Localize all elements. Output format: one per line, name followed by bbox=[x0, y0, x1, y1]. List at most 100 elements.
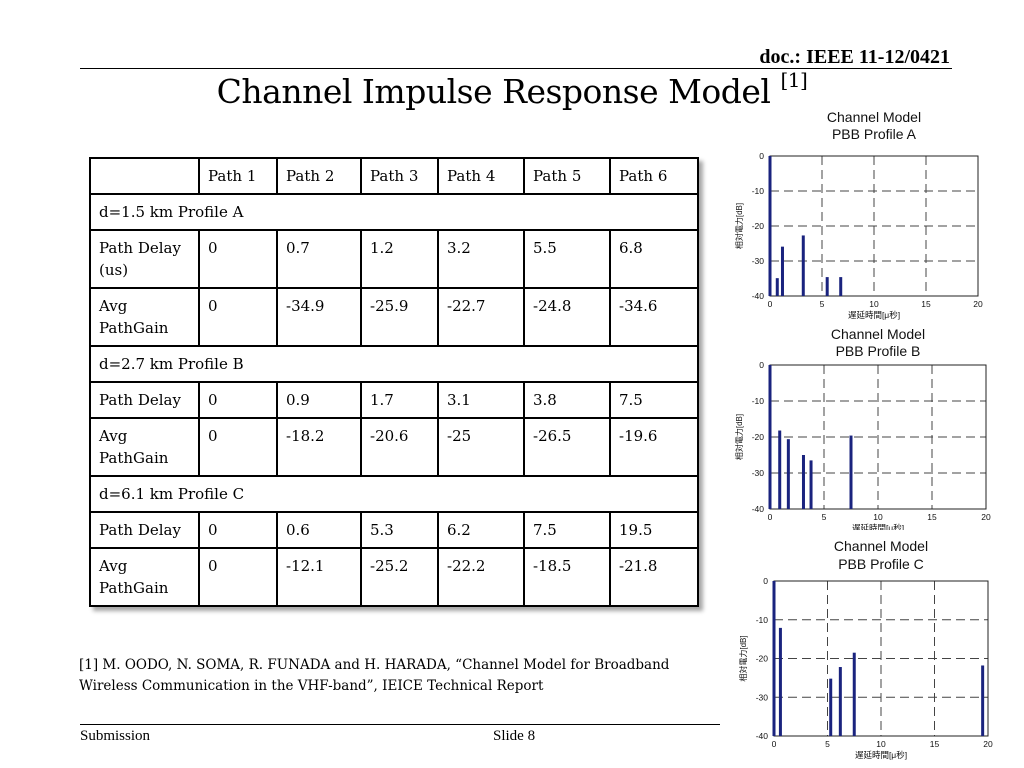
table-cell: 5.3 bbox=[360, 511, 439, 549]
y-tick-label: -30 bbox=[756, 692, 769, 702]
y-tick-label: -20 bbox=[756, 654, 769, 664]
impulse-stem bbox=[852, 652, 856, 736]
x-tick-label: 5 bbox=[822, 512, 827, 522]
chart-title-line: Channel Model bbox=[827, 109, 921, 125]
row-label: Avg PathGain bbox=[89, 417, 200, 477]
impulse-stem bbox=[768, 365, 772, 509]
table-cell: 0 bbox=[198, 287, 278, 347]
impulse-stem bbox=[780, 246, 784, 296]
footer-submission: Submission bbox=[80, 728, 151, 744]
x-tick-label: 5 bbox=[825, 739, 830, 749]
table-cell: -18.2 bbox=[276, 417, 362, 477]
impulse-stem bbox=[809, 460, 813, 509]
table-row: Avg PathGain 0 -12.1 -25.2 -22.2 -18.5 -… bbox=[89, 547, 699, 607]
impulse-stem bbox=[778, 627, 782, 736]
x-tick-label: 10 bbox=[876, 739, 886, 749]
footer-rule bbox=[80, 724, 720, 725]
y-tick-label: -10 bbox=[752, 396, 765, 406]
table-row: Avg PathGain 0 -18.2 -20.6 -25 -26.5 -19… bbox=[89, 417, 699, 477]
impulse-stem bbox=[778, 430, 782, 509]
impulse-chart-profile-c: Channel Model PBB Profile C 0 -10 -20 -30 -40 0… bbox=[728, 536, 1000, 768]
table-cell: 0.9 bbox=[276, 381, 362, 419]
table-section-row: d=6.1 km Profile C bbox=[89, 475, 699, 513]
y-tick-label: -40 bbox=[752, 291, 765, 301]
y-tick-label: -10 bbox=[756, 615, 769, 625]
table-cell: 19.5 bbox=[609, 511, 699, 549]
table-cell: -24.8 bbox=[523, 287, 611, 347]
impulse-stem bbox=[981, 665, 985, 736]
table-cell: -22.2 bbox=[437, 547, 525, 607]
x-tick-label: 0 bbox=[768, 512, 773, 522]
table-cell: 5.5 bbox=[523, 229, 611, 289]
y-tick-label: -10 bbox=[752, 186, 765, 196]
table-cell: -18.5 bbox=[523, 547, 611, 607]
table-cell: 1.7 bbox=[360, 381, 439, 419]
table-cell: -20.6 bbox=[360, 417, 439, 477]
slide-title-text: Channel Impulse Response Model bbox=[216, 72, 771, 111]
table-header-cell bbox=[89, 157, 200, 195]
table-cell: -26.5 bbox=[523, 417, 611, 477]
table-header-cell: Path 1 bbox=[198, 157, 278, 195]
table-cell: -34.6 bbox=[609, 287, 699, 347]
x-tick-label: 10 bbox=[869, 299, 879, 309]
table-row: Avg PathGain 0 -34.9 -25.9 -22.7 -24.8 -… bbox=[89, 287, 699, 347]
impulse-stem bbox=[829, 678, 833, 736]
table-cell: 6.2 bbox=[437, 511, 525, 549]
table-cell: 0 bbox=[198, 417, 278, 477]
table-cell: 7.5 bbox=[523, 511, 611, 549]
x-tick-label: 15 bbox=[921, 299, 931, 309]
table-cell: -22.7 bbox=[437, 287, 525, 347]
y-axis-label: 相対電力[dB] bbox=[734, 414, 744, 460]
table-section-row: d=2.7 km Profile B bbox=[89, 345, 699, 383]
table-cell: 3.1 bbox=[437, 381, 525, 419]
table-cell: -12.1 bbox=[276, 547, 362, 607]
row-label: Avg PathGain bbox=[89, 547, 200, 607]
impulse-stem bbox=[838, 667, 842, 736]
x-axis-label: 遅延時間[μ秒] bbox=[855, 750, 907, 760]
x-tick-label: 5 bbox=[820, 299, 825, 309]
chart-title-line: PBB Profile B bbox=[836, 343, 921, 359]
table-row: Path Delay 0 0.6 5.3 6.2 7.5 19.5 bbox=[89, 511, 699, 549]
table-section-row: d=1.5 km Profile A bbox=[89, 193, 699, 231]
table-cell: -19.6 bbox=[609, 417, 699, 477]
impulse-stem bbox=[801, 455, 805, 509]
table-cell: 1.2 bbox=[360, 229, 439, 289]
table-cell: 6.8 bbox=[609, 229, 699, 289]
impulse-chart-profile-b: Channel Model PBB Profile B 0 -10 -20 -30 -40 0… bbox=[728, 323, 998, 530]
x-tick-label: 20 bbox=[983, 739, 993, 749]
impulse-stem bbox=[825, 277, 829, 296]
y-tick-label: -40 bbox=[756, 731, 769, 741]
x-tick-label: 20 bbox=[973, 299, 983, 309]
x-axis-label: 遅延時間[μ秒] bbox=[852, 523, 904, 530]
table-row: Path Delay (us) 0 0.7 1.2 3.2 5.5 6.8 bbox=[89, 229, 699, 289]
table-header-cell: Path 2 bbox=[276, 157, 362, 195]
table-cell: -25 bbox=[437, 417, 525, 477]
chart-title-line: PBB Profile A bbox=[832, 126, 917, 142]
impulse-chart-profile-a: Channel Model PBB Profile A 0 -10 -20 -30 -40 0… bbox=[728, 108, 990, 320]
y-tick-label: 0 bbox=[763, 576, 768, 586]
reference-footnote: [1] M. OODO, N. SOMA, R. FUNADA and H. H… bbox=[79, 657, 670, 694]
section-label: d=2.7 km Profile B bbox=[89, 345, 699, 383]
x-tick-label: 15 bbox=[930, 739, 940, 749]
doc-id: doc.: IEEE 11-12/0421 bbox=[759, 46, 950, 68]
y-axis-label: 相対電力[dB] bbox=[734, 203, 744, 249]
table-cell: 0 bbox=[198, 511, 278, 549]
slide-title: Channel Impulse Response Model [1] bbox=[0, 68, 1024, 111]
table-cell: 0 bbox=[198, 547, 278, 607]
y-tick-label: -30 bbox=[752, 468, 765, 478]
row-label: Path Delay bbox=[89, 511, 200, 549]
y-tick-label: -30 bbox=[752, 256, 765, 266]
x-tick-label: 0 bbox=[768, 299, 773, 309]
x-tick-label: 15 bbox=[927, 512, 937, 522]
x-tick-label: 20 bbox=[981, 512, 991, 522]
table-header-cell: Path 4 bbox=[437, 157, 525, 195]
row-label: Path Delay bbox=[89, 381, 200, 419]
impulse-stem bbox=[786, 439, 790, 509]
table-cell: -25.9 bbox=[360, 287, 439, 347]
table-cell: 0.6 bbox=[276, 511, 362, 549]
y-axis-label: 相対電力[dB] bbox=[738, 635, 748, 681]
section-label: d=1.5 km Profile A bbox=[89, 193, 699, 231]
